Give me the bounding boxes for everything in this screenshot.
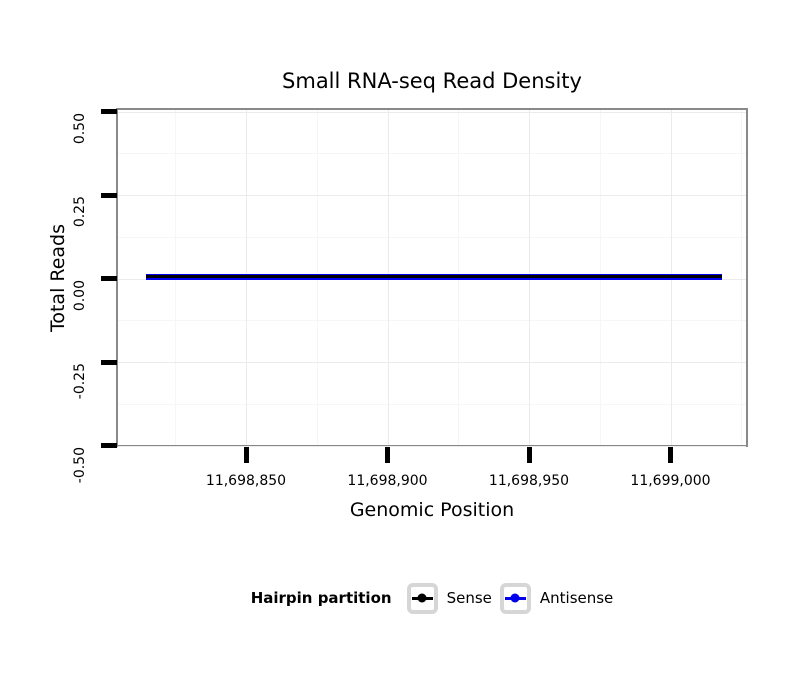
x-axis-tick-label: 11,698,900 <box>347 473 428 489</box>
series-line-overlap <box>146 273 722 280</box>
legend-key-point <box>510 593 520 603</box>
legend: Hairpin partition Sense Antisense <box>116 580 748 616</box>
y-axis-tick <box>101 443 117 448</box>
y-axis-title: Total Reads <box>47 223 69 333</box>
x-axis-tick-label: 11,699,000 <box>630 473 711 489</box>
gridline-minor-horizontal <box>118 153 746 155</box>
legend-label-antisense: Antisense <box>539 589 614 607</box>
gridline-major-horizontal <box>118 111 746 113</box>
gridline-minor-vertical <box>741 110 743 445</box>
legend-key-point <box>417 593 427 603</box>
gridline-major-horizontal <box>118 362 746 363</box>
y-axis-tick-label: 0.00 <box>72 279 88 311</box>
x-axis-tick <box>243 447 249 463</box>
x-axis-tick-label: 11,698,950 <box>488 473 570 489</box>
gridline-major-horizontal <box>118 445 746 447</box>
y-axis-tick-label: -0.50 <box>72 446 88 483</box>
y-axis-tick <box>101 359 117 365</box>
legend-key-antisense <box>499 582 531 614</box>
chart-title: Small RNA-seq Read Density <box>282 69 582 93</box>
y-axis-tick <box>101 109 117 114</box>
x-axis-tick <box>385 447 390 463</box>
series-line-sense <box>146 275 722 278</box>
legend-label-sense: Sense <box>446 589 492 607</box>
gridline-minor-horizontal <box>118 320 746 322</box>
y-axis-tick <box>101 192 117 198</box>
x-axis-title: Genomic Position <box>349 499 515 521</box>
x-axis-tick <box>526 447 532 463</box>
y-axis-tick-label: 0.50 <box>72 112 88 144</box>
y-axis-tick <box>101 276 117 281</box>
y-axis-tick-label: 0.25 <box>72 196 88 228</box>
gridline-major-horizontal <box>118 195 746 196</box>
legend-title: Hairpin partition <box>250 589 392 607</box>
gridline-minor-horizontal <box>118 403 746 405</box>
gridline-minor-horizontal <box>118 236 746 238</box>
x-axis-tick <box>668 447 673 463</box>
legend-key-sense <box>406 582 438 614</box>
y-axis-tick-label: -0.25 <box>72 363 88 400</box>
x-axis-tick-label: 11,698,850 <box>205 473 287 489</box>
